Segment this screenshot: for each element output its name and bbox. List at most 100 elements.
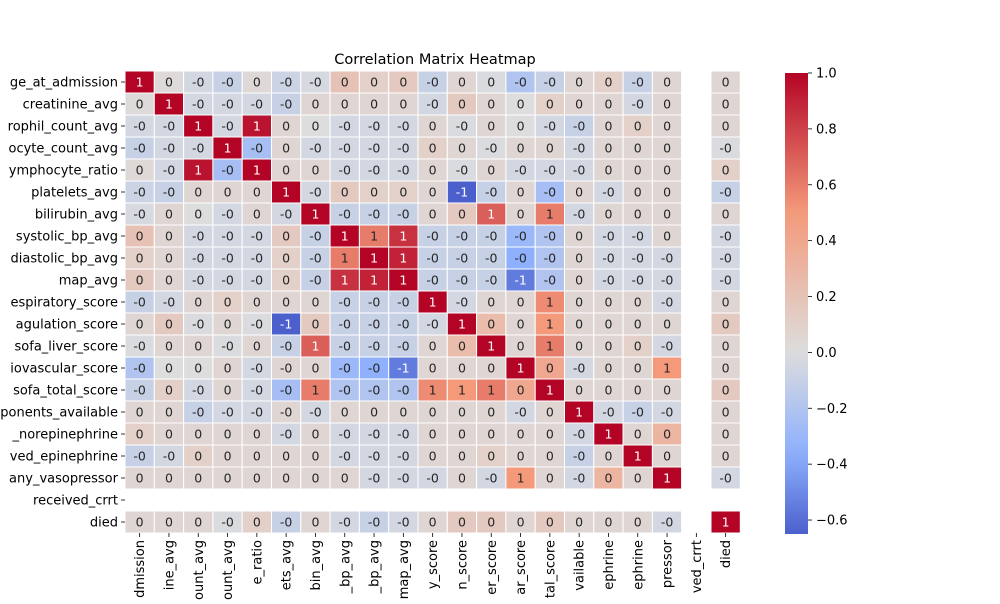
cell-annotation: 0 xyxy=(634,383,642,398)
heatmap-cell xyxy=(681,378,712,402)
cell-annotation: 0 xyxy=(663,383,671,398)
cell-annotation: -0 xyxy=(719,141,732,156)
cell-annotation: 0 xyxy=(604,515,612,530)
cell-annotation: 0 xyxy=(136,317,144,332)
cell-annotation: 0 xyxy=(634,295,642,310)
cell-annotation: -0 xyxy=(192,317,205,332)
cell-annotation: 0 xyxy=(575,383,583,398)
heatmap-cell xyxy=(681,356,712,380)
cell-annotation: -0 xyxy=(192,273,205,288)
cell-annotation: -0 xyxy=(719,185,732,200)
cell-annotation: 0 xyxy=(341,75,349,90)
cell-annotation: -0 xyxy=(573,449,586,464)
cell-annotation: -0 xyxy=(221,163,234,178)
cell-annotation: -0 xyxy=(280,339,293,354)
heatmap-cell xyxy=(212,488,243,512)
cell-annotation: -0 xyxy=(456,229,469,244)
colorbar-tick-label: 0.6 xyxy=(816,178,837,193)
cell-annotation: -0 xyxy=(221,515,234,530)
cell-annotation: 0 xyxy=(165,405,173,420)
column-label: bin_avg xyxy=(309,540,324,591)
cell-annotation: -0 xyxy=(397,383,410,398)
cell-annotation: 1 xyxy=(194,119,202,134)
cell-annotation: 0 xyxy=(311,427,319,442)
cell-annotation: -0 xyxy=(251,317,264,332)
cell-annotation: 0 xyxy=(487,449,495,464)
heatmap-cell xyxy=(681,268,712,292)
cell-annotation: 0 xyxy=(136,251,144,266)
cell-annotation: 1 xyxy=(546,339,554,354)
cell-annotation: 0 xyxy=(429,185,437,200)
cell-annotation: 1 xyxy=(341,229,349,244)
cell-annotation: -0 xyxy=(397,339,410,354)
row-label: iovascular_score xyxy=(10,362,118,377)
cell-annotation: -0 xyxy=(368,163,381,178)
cell-annotation: 0 xyxy=(136,427,144,442)
row-label: ymphocyte_ratio xyxy=(9,164,118,179)
cell-annotation: -0 xyxy=(192,229,205,244)
cell-annotation: -0 xyxy=(339,163,352,178)
row-label: map_avg xyxy=(59,274,118,289)
row-labels: ge_at_admission creatinine_avg rophil_coun… xyxy=(0,76,125,531)
cell-annotation: 0 xyxy=(663,207,671,222)
cell-annotation: -0 xyxy=(339,141,352,156)
cell-annotation: -0 xyxy=(133,361,146,376)
cell-annotation: -0 xyxy=(163,185,176,200)
cell-annotation: -0 xyxy=(133,339,146,354)
cell-annotation: -1 xyxy=(280,317,292,332)
cell-annotation: 0 xyxy=(663,163,671,178)
cell-annotation: 0 xyxy=(194,185,202,200)
cell-annotation: 0 xyxy=(517,295,525,310)
cell-annotation: 0 xyxy=(517,207,525,222)
cell-annotation: 0 xyxy=(604,207,612,222)
cell-annotation: 1 xyxy=(575,405,583,420)
column-label: pressor xyxy=(661,539,676,588)
cell-annotation: 1 xyxy=(429,295,437,310)
cell-annotation: 1 xyxy=(282,185,290,200)
cell-annotation: -0 xyxy=(368,383,381,398)
cell-annotation: -0 xyxy=(280,361,293,376)
cell-annotation: 1 xyxy=(458,317,466,332)
row-label: sofa_liver_score xyxy=(15,340,118,355)
cell-annotation: -0 xyxy=(133,449,146,464)
cell-annotation: -0 xyxy=(397,317,410,332)
column-label: ar_score xyxy=(514,540,529,595)
column-label: tal_score xyxy=(543,540,558,598)
cell-annotation: -0 xyxy=(485,251,498,266)
cell-annotation: 0 xyxy=(165,207,173,222)
cell-annotation: -0 xyxy=(456,163,469,178)
cell-annotation: 0 xyxy=(634,317,642,332)
cell-annotation: 1 xyxy=(253,119,261,134)
cell-annotation: -0 xyxy=(719,251,732,266)
cell-annotation: 0 xyxy=(370,185,378,200)
cell-annotation: 0 xyxy=(517,317,525,332)
cell-annotation: 1 xyxy=(604,427,612,442)
cell-annotation: -0 xyxy=(339,119,352,134)
row-label: platelets_avg xyxy=(31,186,118,201)
row-label: ved_epinephrine xyxy=(10,450,118,465)
cell-annotation: -0 xyxy=(163,449,176,464)
cell-annotation: -0 xyxy=(163,295,176,310)
cell-annotation: 0 xyxy=(517,339,525,354)
cell-annotation: -0 xyxy=(602,273,615,288)
cell-annotation: -0 xyxy=(573,163,586,178)
cell-annotation: 0 xyxy=(458,141,466,156)
cell-annotation: -0 xyxy=(456,295,469,310)
cell-annotation: -0 xyxy=(514,163,527,178)
cell-annotation: 0 xyxy=(341,185,349,200)
heatmap-cell xyxy=(681,444,712,468)
row-label: espiratory_score xyxy=(11,296,118,311)
cell-annotation: -0 xyxy=(397,207,410,222)
cell-annotation: 0 xyxy=(429,141,437,156)
cell-annotation: 0 xyxy=(165,317,173,332)
cell-annotation: 0 xyxy=(458,97,466,112)
cell-annotation: -0 xyxy=(661,405,674,420)
cell-annotation: -0 xyxy=(602,185,615,200)
cell-annotation: 0 xyxy=(634,361,642,376)
heatmap-cell xyxy=(300,488,331,512)
cell-annotation: 0 xyxy=(487,75,495,90)
heatmap-cell xyxy=(681,70,712,94)
cell-annotation: -0 xyxy=(573,141,586,156)
heatmap-cell xyxy=(681,312,712,336)
cell-annotation: -0 xyxy=(309,251,322,266)
